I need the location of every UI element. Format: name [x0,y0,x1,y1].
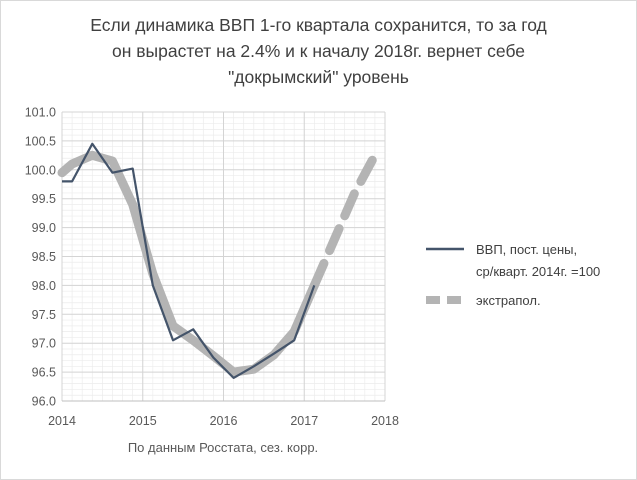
x-tick-label: 2016 [210,414,238,428]
y-tick-label: 101.0 [25,106,56,120]
x-tick-label: 2017 [290,414,318,428]
legend-label-gdp-line-1: ВВП, пост. цены, [476,242,577,257]
y-tick-label: 99.5 [32,192,56,206]
x-tick-label: 2015 [129,414,157,428]
chart-title-line-1: Если динамика ВВП 1-го квартала сохранит… [90,15,547,35]
y-tick-label: 96.0 [32,395,56,409]
series-line-extrapolation-dashed [309,150,380,290]
series-line-extrapolation [57,150,319,377]
chart-title: Если динамика ВВП 1-го квартала сохранит… [0,12,637,90]
x-tick-labels: 2014 2015 2016 2017 2018 [48,414,399,428]
y-tick-label: 100.0 [25,163,56,177]
x-axis-title: По данным Росстата, сез. корр. [128,440,318,455]
chart-title-line-2: он вырастет на 2.4% и к началу 2018г. ве… [111,41,526,61]
legend-label-extrapolation: экстрапол. [476,293,541,308]
y-tick-label: 97.5 [32,308,56,322]
gridlines [61,111,386,402]
y-tick-labels: 96.0 96.5 97.0 97.5 98.0 98.5 99.0 99.5 100.0 100… [25,106,56,409]
legend: ВВП, пост. цены, ср/кварт. 2014г. =100 э… [426,242,600,308]
y-tick-label: 99.0 [32,221,56,235]
x-tick-label: 2018 [371,414,399,428]
x-tick-label: 2014 [48,414,76,428]
y-tick-label: 97.0 [32,337,56,351]
chart-title-line-3: "докрымский" уровень [228,67,409,87]
series-lines [57,142,380,379]
legend-label-gdp-line-2: ср/кварт. 2014г. =100 [476,264,600,279]
y-tick-label: 98.0 [32,279,56,293]
y-tick-label: 96.5 [32,366,56,380]
series-line-gdp [62,142,316,379]
y-tick-label: 98.5 [32,250,56,264]
y-tick-label: 100.5 [25,134,56,148]
